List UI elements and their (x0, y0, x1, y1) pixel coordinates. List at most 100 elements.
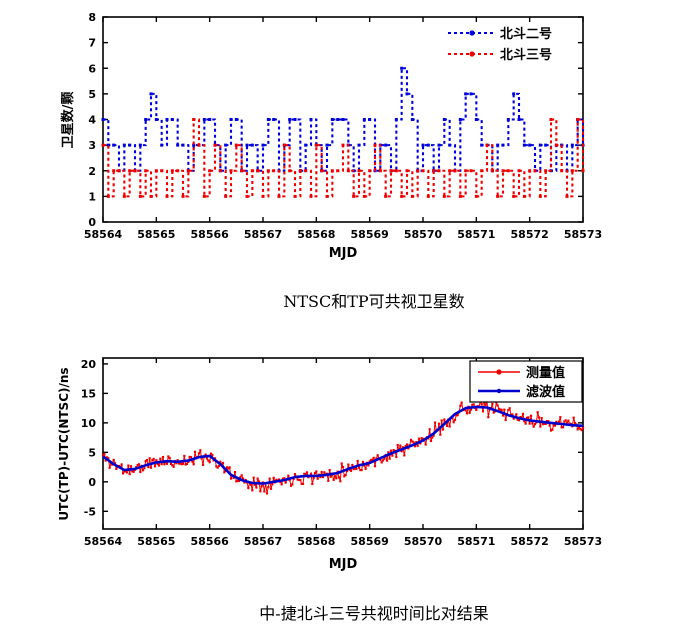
measured-point (197, 452, 201, 455)
data-point (421, 143, 425, 147)
measured-point (345, 469, 349, 473)
measured-point (492, 411, 495, 414)
data-point (192, 143, 196, 147)
measured-point (232, 476, 235, 479)
data-point (544, 169, 548, 173)
data-point (389, 169, 393, 173)
measured-point (563, 420, 566, 423)
measured-point (301, 482, 305, 485)
measured-point (151, 458, 154, 462)
measured-point (123, 470, 126, 473)
measured-point (253, 483, 257, 486)
measured-point (327, 479, 330, 482)
measured-point (105, 456, 109, 459)
measured-point (528, 422, 531, 425)
measured-point (153, 465, 157, 468)
data-point (304, 143, 308, 147)
measured-point (507, 408, 510, 412)
data-point (309, 118, 313, 121)
measured-point (237, 479, 241, 483)
x-tick-label: 58565 (137, 535, 175, 548)
y-tick-label: 2 (88, 165, 96, 178)
measured-point (113, 462, 117, 465)
data-point (245, 143, 249, 147)
measured-point (159, 457, 162, 460)
y-tick-label: 0 (88, 216, 96, 229)
measured-point (343, 475, 346, 478)
measured-point (433, 421, 437, 424)
y-tick-label: 7 (88, 37, 96, 50)
data-point (170, 118, 174, 121)
measured-point (255, 486, 258, 489)
measured-point (392, 449, 395, 452)
data-point (336, 169, 340, 173)
measured-point (511, 413, 514, 416)
measured-point (283, 477, 286, 480)
measured-point (328, 469, 331, 472)
measured-point (136, 463, 139, 467)
measured-point (184, 463, 187, 466)
data-point (426, 194, 430, 198)
measured-point (440, 419, 443, 422)
data-point (517, 169, 521, 173)
measured-point (544, 422, 547, 426)
measured-point (208, 461, 211, 464)
measured-point (443, 418, 446, 421)
measured-point (312, 477, 315, 480)
satellite-count-chart: 58564 58565 58566 58567 58568 58569 58570 58571… (60, 11, 602, 261)
measured-point (361, 460, 365, 464)
measured-point (303, 472, 306, 475)
data-point (544, 143, 548, 147)
measured-point (356, 459, 359, 463)
data-point (112, 143, 116, 147)
data-point (373, 143, 377, 147)
data-point (165, 118, 169, 121)
data-point (362, 118, 366, 121)
measured-point (389, 449, 393, 452)
data-point (122, 194, 126, 198)
data-point (250, 143, 254, 147)
data-point (218, 169, 222, 173)
measured-point (375, 457, 378, 460)
measured-point (215, 465, 218, 468)
data-point (464, 169, 468, 173)
measured-point (501, 414, 505, 417)
measured-point (167, 455, 170, 458)
data-point (357, 169, 361, 173)
data-point (320, 169, 324, 173)
data-point (469, 92, 473, 96)
measured-point (448, 425, 451, 428)
measured-point (147, 466, 150, 469)
measured-point (369, 458, 373, 462)
measured-point (233, 470, 237, 474)
measured-point (256, 477, 259, 480)
measured-point (319, 475, 322, 479)
y-tick-label: 0 (88, 476, 96, 489)
data-point (314, 143, 318, 147)
measured-point (181, 462, 185, 465)
measured-point (209, 452, 213, 455)
measured-point (288, 478, 291, 482)
time-comparison-chart: 58564 58565 58566 58567 58568 58569 58570 58571… (57, 357, 602, 572)
data-point (160, 143, 164, 147)
measured-point (475, 408, 478, 412)
y-tick-label: -5 (84, 505, 96, 518)
measured-point (112, 458, 115, 462)
data-point (400, 194, 404, 198)
data-point (234, 143, 238, 147)
measured-point (335, 477, 338, 480)
measured-point (272, 476, 275, 480)
data-point (496, 194, 500, 198)
data-point (341, 118, 345, 121)
measured-point (185, 462, 189, 465)
measured-point (504, 418, 507, 422)
data-point (154, 169, 158, 173)
y-tick-label: 10 (81, 417, 97, 430)
x-tick-label: 58565 (137, 228, 175, 241)
measured-point (564, 419, 567, 422)
measured-point (192, 463, 195, 466)
measured-point (260, 485, 263, 488)
measured-point (487, 416, 490, 419)
measured-point (309, 472, 313, 475)
data-point (501, 169, 505, 173)
